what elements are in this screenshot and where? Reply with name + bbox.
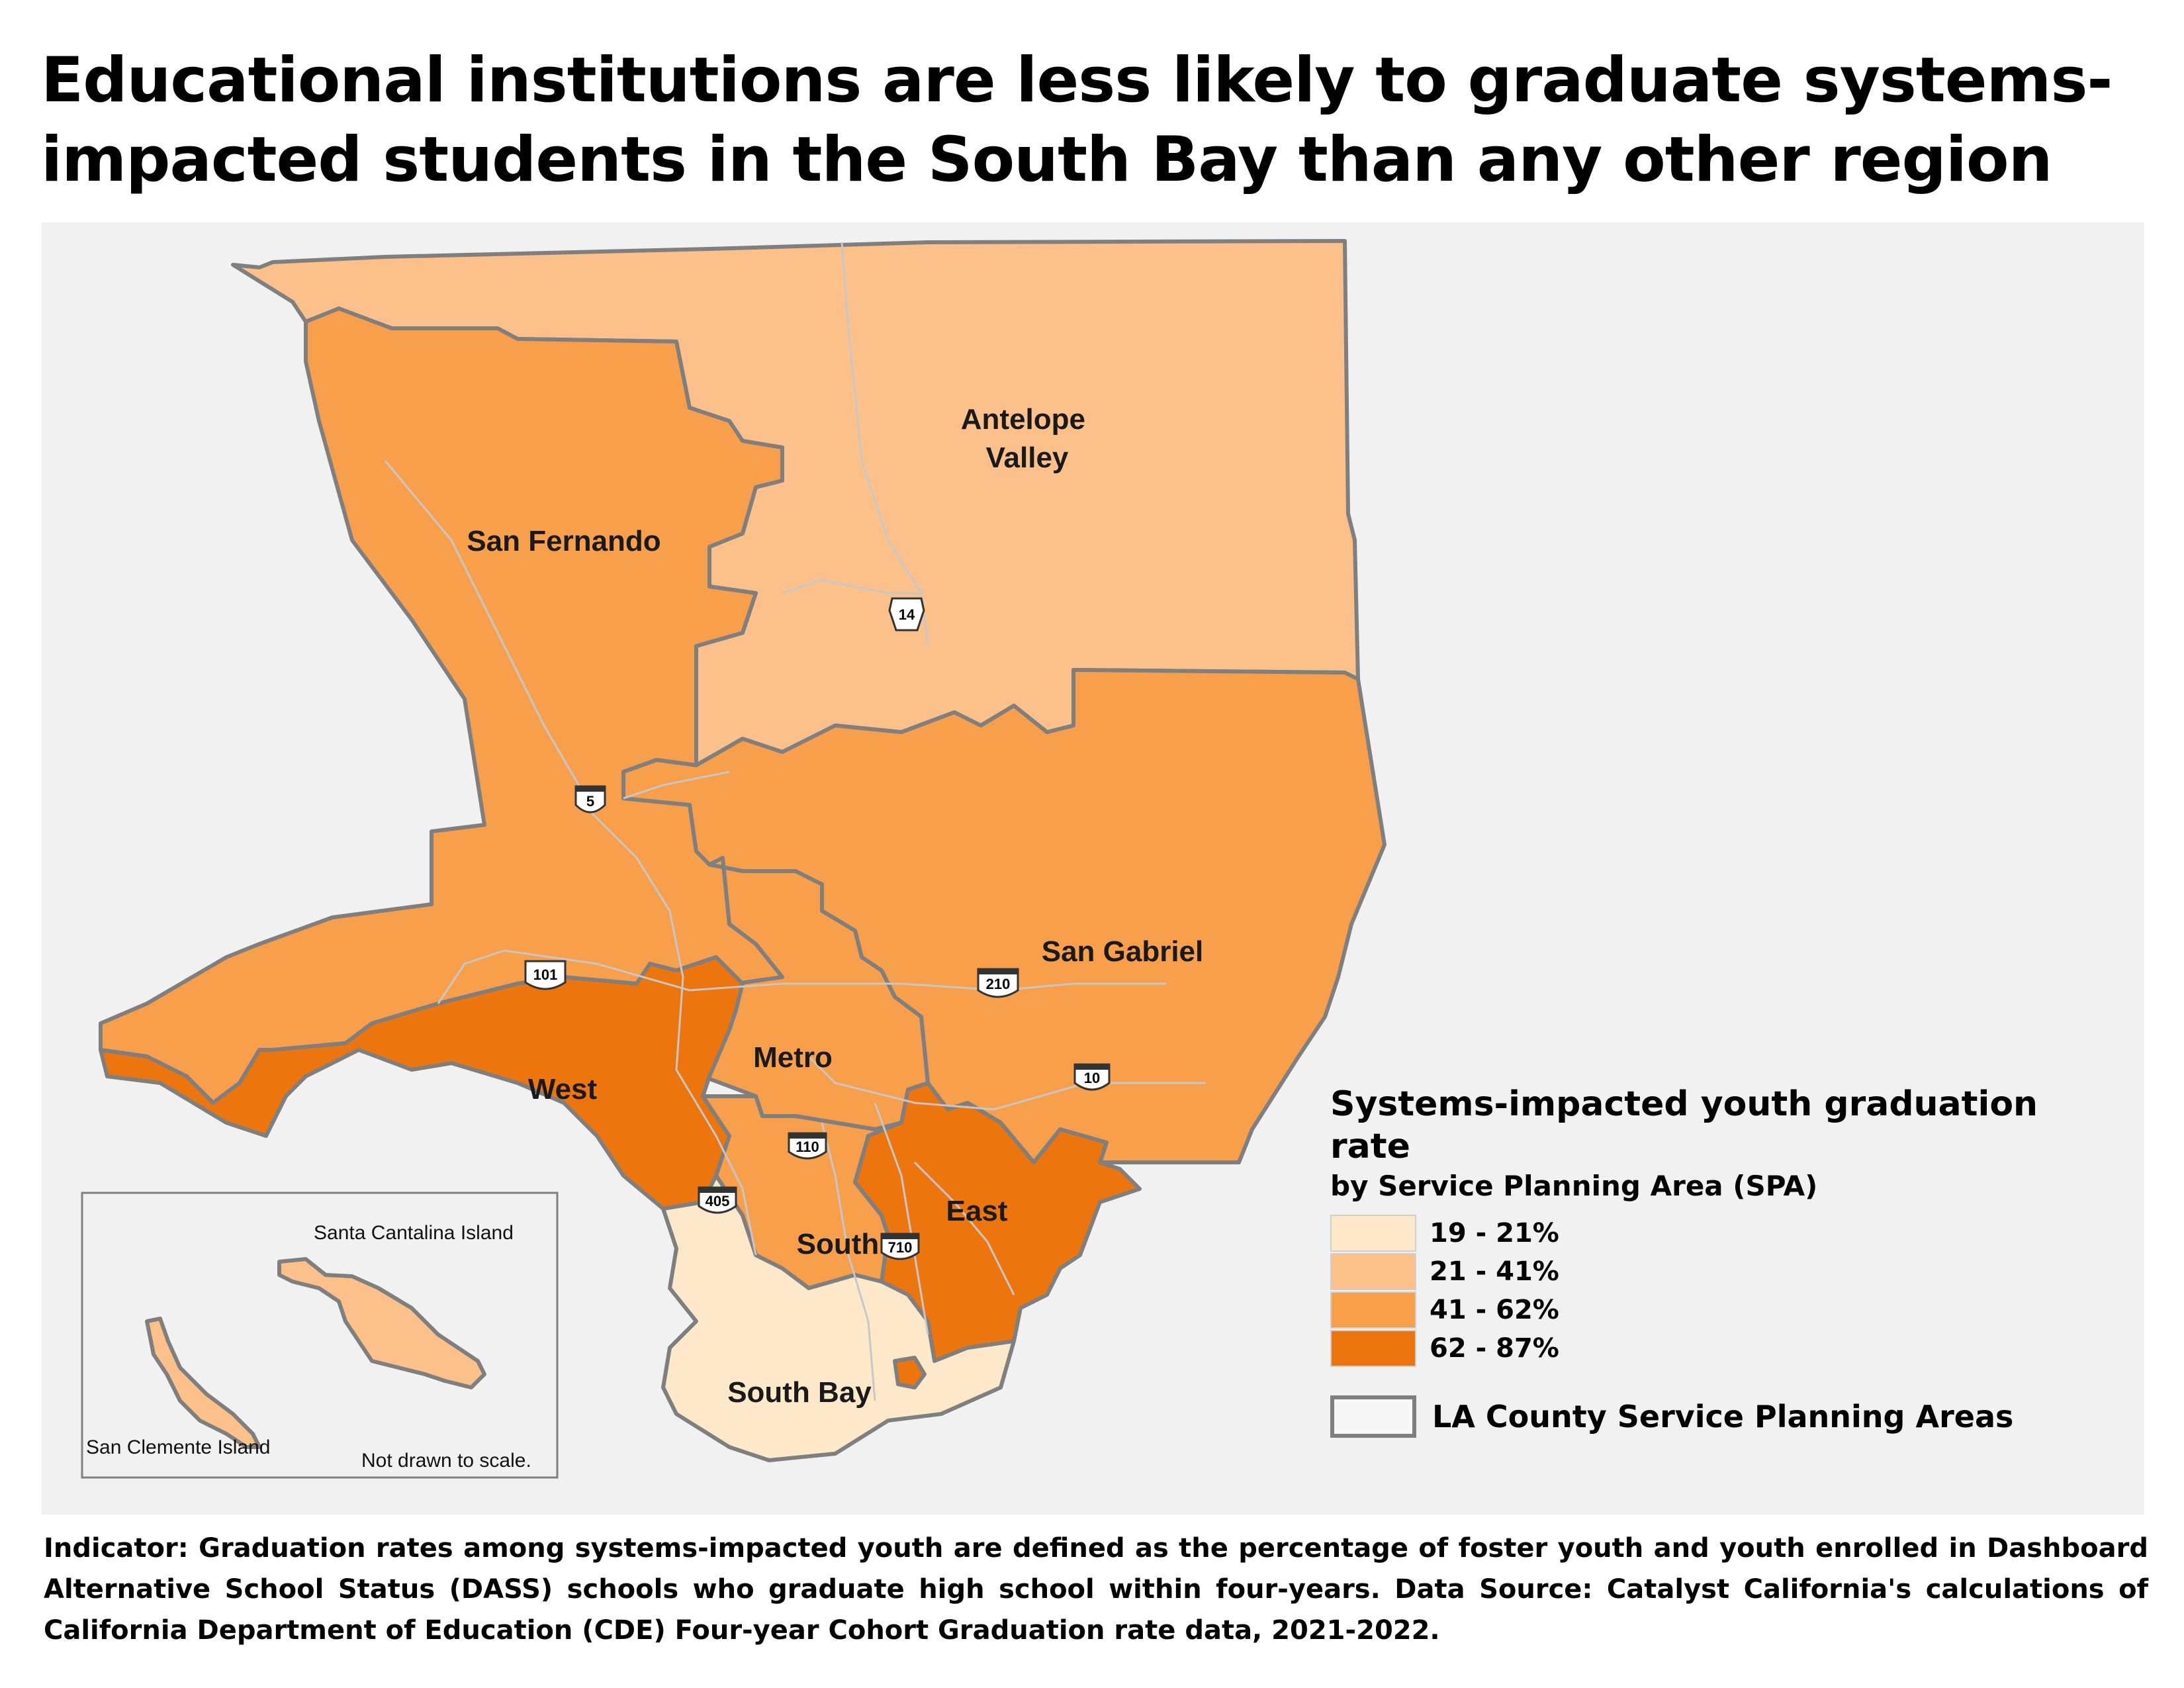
highway-101-shield: 101 (524, 960, 567, 990)
santa-catalina-island[interactable] (277, 1257, 486, 1389)
san-clemente-label: San Clemente Island (86, 1436, 271, 1458)
map-title: Educational institutions are less likely… (41, 44, 2113, 196)
scale-note: Not drawn to scale. (361, 1450, 531, 1472)
map-panel: Antelope Valley San Fernando San Gabriel… (41, 222, 2144, 1515)
legend-label-19-21: 19 - 21% (1430, 1218, 1559, 1248)
label-antelope-valley: Antelope Valley (961, 403, 1093, 474)
region-east[interactable] (853, 1081, 1142, 1363)
label-san-gabriel: San Gabriel (1042, 935, 1204, 968)
highway-210-label: 210 (986, 976, 1011, 992)
islands-inset: Santa Cantalina Island San Clemente Isla… (81, 1192, 559, 1479)
legend-swatch-41-62 (1330, 1291, 1416, 1329)
san-clemente-island[interactable] (145, 1317, 261, 1449)
highway-5-shield: 5 (574, 785, 606, 814)
legend: Systems-impacted youth graduation rate b… (1330, 1083, 2124, 1438)
highway-14-label: 14 (899, 606, 915, 623)
legend-label-21-41: 21 - 41% (1430, 1256, 1559, 1287)
legend-swatch-19-21 (1330, 1215, 1416, 1252)
legend-row-41-62: 41 - 62% (1330, 1291, 2124, 1329)
legend-subtitle: by Service Planning Area (SPA) (1330, 1170, 1818, 1202)
highway-10-label: 10 (1084, 1070, 1100, 1086)
highway-10-shield: 10 (1073, 1063, 1111, 1091)
highway-110-shield: 110 (788, 1132, 827, 1160)
legend-boundary-swatch (1330, 1395, 1416, 1438)
region-enclave (893, 1356, 927, 1389)
santa-catalina-label: Santa Cantalina Island (314, 1222, 514, 1244)
label-antelope-valley-line2: Valley (986, 442, 1069, 474)
legend-swatch-62-87 (1330, 1330, 1416, 1367)
legend-row-19-21: 19 - 21% (1330, 1214, 2124, 1252)
highway-110-label: 110 (796, 1139, 819, 1155)
highway-710-label: 710 (888, 1239, 913, 1256)
legend-label-62-87: 62 - 87% (1430, 1333, 1559, 1364)
legend-swatch-21-41 (1330, 1253, 1416, 1290)
legend-row-62-87: 62 - 87% (1330, 1329, 2124, 1368)
legend-boundary-item: LA County Service Planning Areas (1330, 1395, 2124, 1438)
label-antelope-valley-line1: Antelope (961, 403, 1085, 436)
label-metro: Metro (753, 1041, 833, 1074)
legend-boundary-label: LA County Service Planning Areas (1432, 1399, 2014, 1434)
highway-101-label: 101 (533, 966, 558, 983)
legend-title: Systems-impacted youth graduation rate (1330, 1084, 2038, 1166)
region-south-bay[interactable] (661, 1174, 1016, 1462)
highway-5-label: 5 (586, 793, 594, 810)
la-county-map: Antelope Valley San Fernando San Gabriel… (81, 239, 1387, 1479)
region-west[interactable] (99, 955, 745, 1211)
label-west: West (528, 1073, 598, 1105)
label-east: East (946, 1195, 1008, 1227)
highway-710-shield: 710 (880, 1233, 920, 1260)
label-san-fernando: San Fernando (467, 525, 660, 557)
label-south-bay: South Bay (727, 1376, 872, 1409)
highway-14-shield: 14 (888, 597, 925, 632)
label-south: South (797, 1228, 880, 1260)
footnote: Indicator: Graduation rates among system… (44, 1533, 2148, 1646)
road-network (384, 242, 1206, 1401)
highway-210-shield: 210 (977, 968, 1019, 998)
highway-405-shield: 405 (698, 1186, 737, 1214)
highway-405-label: 405 (705, 1193, 730, 1209)
legend-label-41-62: 41 - 62% (1430, 1295, 1559, 1325)
legend-row-21-41: 21 - 41% (1330, 1252, 2124, 1291)
